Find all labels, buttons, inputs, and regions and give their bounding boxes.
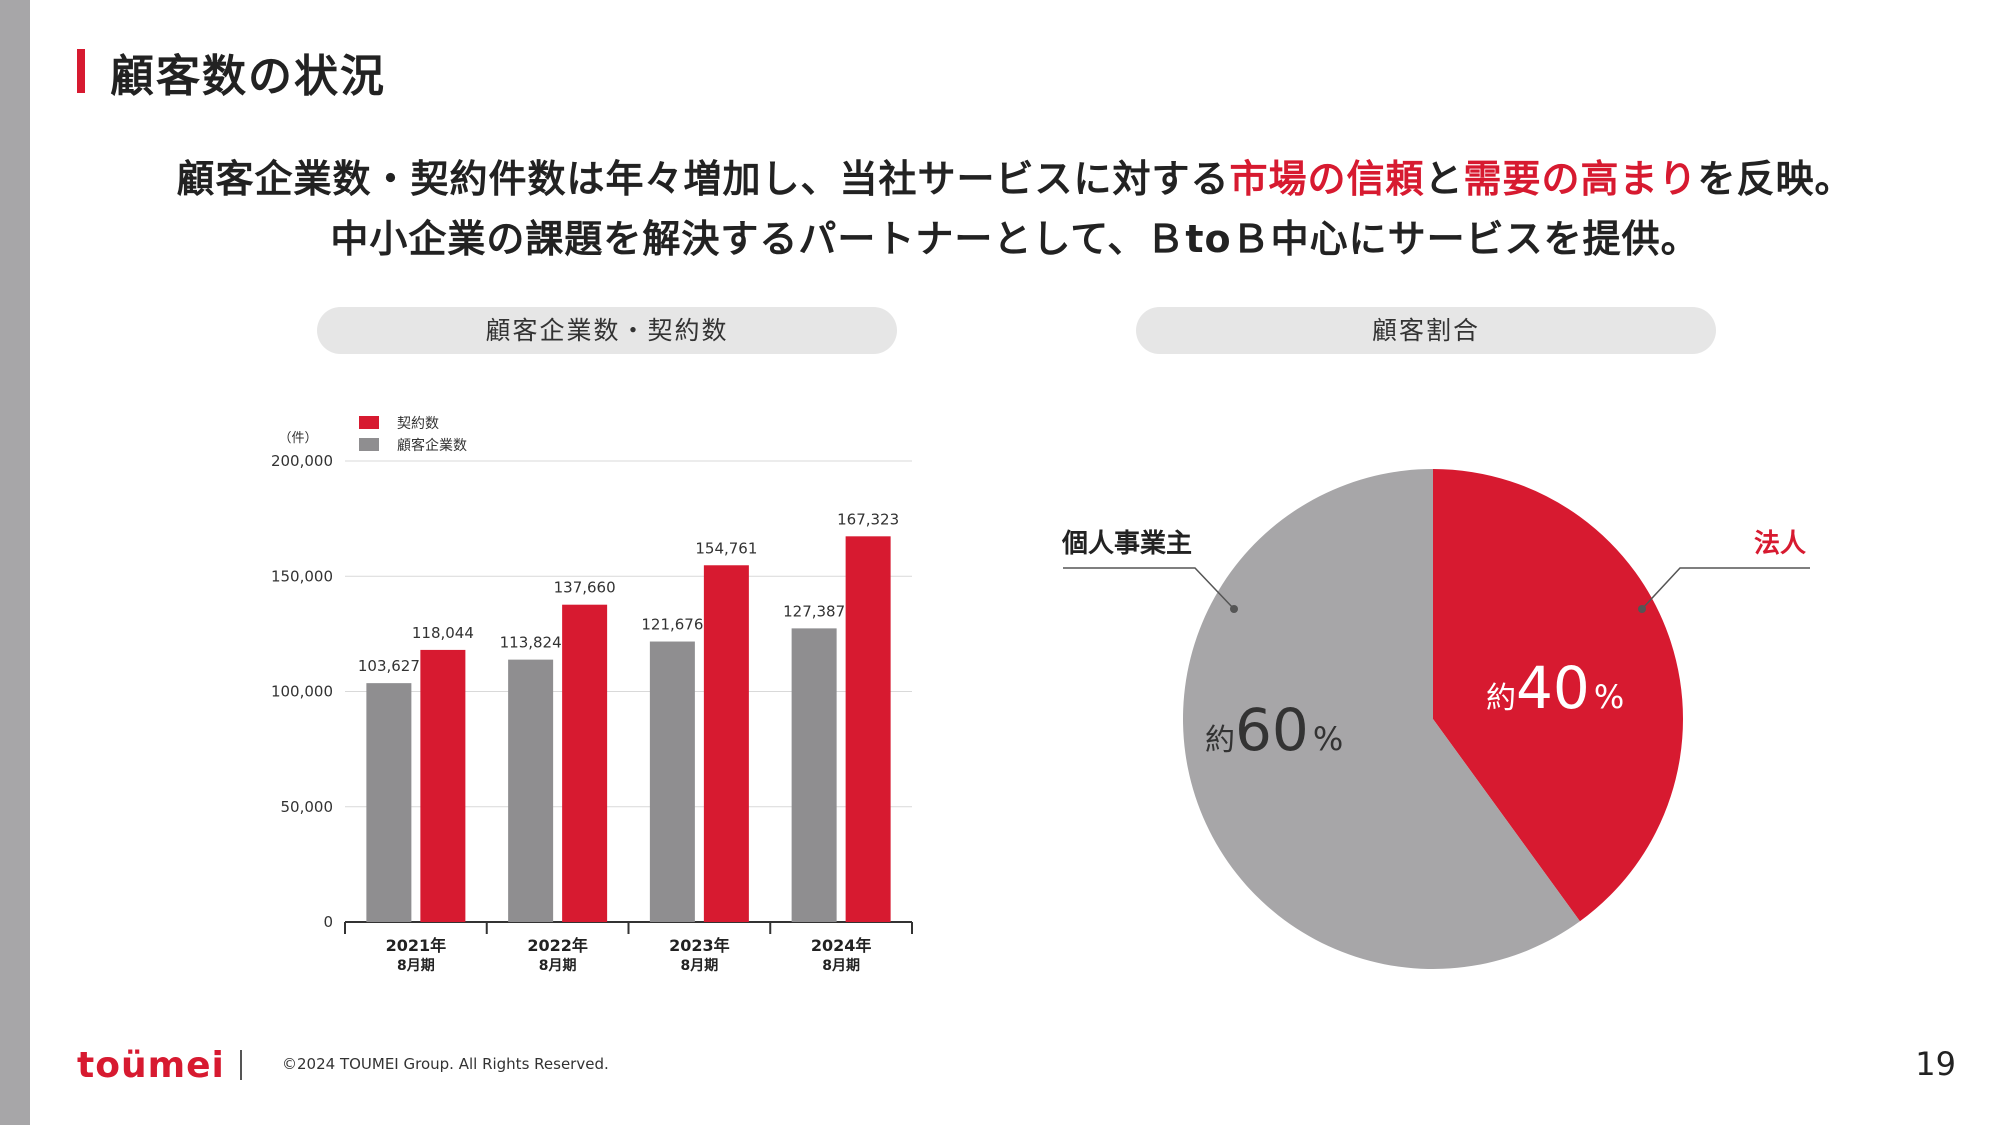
x-tick-label-year: 2024年 <box>811 936 872 955</box>
company-logo: toümei <box>77 1045 225 1086</box>
pie-chart-heading: 顧客割合 <box>1136 307 1716 354</box>
title-accent-mark <box>77 49 85 93</box>
lead-highlight-demand: 需要の高まり <box>1463 157 1698 201</box>
bar-value-label: 118,044 <box>412 624 474 642</box>
copyright-text: ©2024 TOUMEI Group. All Rights Reserved. <box>282 1055 609 1073</box>
pie-label-sole-proprietor: 個人事業主 <box>1061 529 1192 559</box>
bar-customer-companies <box>508 659 554 922</box>
x-tick-label-period: 8月期 <box>681 958 719 974</box>
lead-line-1-part-c: を反映。 <box>1697 157 1854 201</box>
x-tick-label-period: 8月期 <box>397 958 435 974</box>
bar-value-label: 121,676 <box>641 616 703 634</box>
bar-contracts <box>562 604 608 922</box>
pie-slice-corporate <box>1433 469 1684 922</box>
pie-slice-percent-label: 約40% <box>1486 654 1624 722</box>
bar-customer-companies <box>366 683 412 922</box>
bar-contracts <box>845 536 891 922</box>
pie-slice-percent-label: 約60% <box>1205 696 1343 764</box>
leader-line-sole-proprietor <box>1063 567 1235 610</box>
bar-customer-companies <box>791 628 837 922</box>
footer-divider <box>240 1050 242 1080</box>
bar-chart: 0 50,000 100,000 150,000 200,000 （件） 103,627 11… <box>271 416 913 974</box>
leader-dot <box>1230 605 1238 613</box>
lead-highlight-market-trust: 市場の信頼 <box>1229 157 1425 201</box>
x-tick-label-year: 2022年 <box>527 936 588 955</box>
side-decoration-bar <box>0 0 30 1125</box>
leader-dot <box>1638 605 1646 613</box>
pie-chart: 約40 % 約60 % 法人 個人事業主 <box>1061 469 1810 969</box>
x-tick-label-year: 2023年 <box>669 936 730 955</box>
y-tick-label: 200,000 <box>271 452 333 470</box>
y-tick-label: 0 <box>323 913 333 931</box>
leader-line-corporate <box>1641 567 1810 610</box>
x-tick-label-period: 8月期 <box>539 958 577 974</box>
legend-swatch <box>359 416 379 429</box>
bar-value-label: 154,761 <box>695 539 757 557</box>
lead-line-1-part-a: 顧客企業数・契約件数は年々増加し、当社サービスに対する <box>176 157 1230 201</box>
bar-value-label: 103,627 <box>358 657 420 675</box>
y-tick-label: 50,000 <box>281 798 334 816</box>
legend-swatch <box>359 438 379 451</box>
bar-customer-companies <box>649 641 695 922</box>
lead-line-1-part-b: と <box>1424 157 1464 201</box>
lead-line-2: 中小企業の課題を解決するパートナーとして、ＢtoＢ中心にサービスを提供。 <box>330 217 1700 261</box>
bar-value-label: 113,824 <box>500 634 562 652</box>
bar-contracts <box>703 565 749 922</box>
x-tick-label-year: 2021年 <box>386 936 447 955</box>
page-number: 19 <box>1915 1045 1956 1083</box>
lead-line-1: 顧客企業数・契約件数は年々増加し、当社サービスに対する市場の信頼と需要の高まりを… <box>30 148 2000 203</box>
y-tick-label: 150,000 <box>271 567 333 585</box>
x-tick-label-period: 8月期 <box>822 958 860 974</box>
bar-chart-heading: 顧客企業数・契約数 <box>317 307 897 354</box>
legend-label: 契約数 <box>397 416 439 432</box>
y-unit-label: （件） <box>278 431 317 446</box>
bar-contracts <box>420 649 466 922</box>
pie-label-corporate: 法人 <box>1754 529 1806 559</box>
pie-slice-sole-proprietor <box>1183 469 1580 969</box>
y-tick-label: 100,000 <box>271 683 333 701</box>
bar-value-label: 137,660 <box>554 579 616 597</box>
legend-label: 顧客企業数 <box>397 437 467 454</box>
bar-value-label: 127,387 <box>783 602 845 620</box>
page-title: 顧客数の状況 <box>110 51 386 102</box>
bar-value-label: 167,323 <box>837 510 899 528</box>
